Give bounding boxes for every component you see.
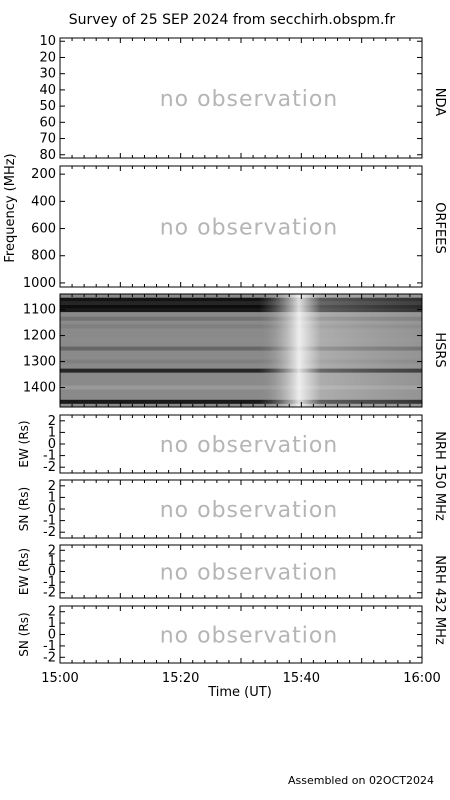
panel-ylabel: SN (Rs) bbox=[17, 612, 31, 656]
y-tick-label: 70 bbox=[39, 132, 56, 147]
y-tick-label: 1000 bbox=[23, 276, 56, 291]
y-tick-label: 10 bbox=[39, 34, 56, 49]
y-tick-label: 2 bbox=[48, 605, 56, 620]
no-observation-text: no observation bbox=[160, 498, 339, 523]
no-observation-text: no observation bbox=[160, 624, 339, 649]
y-tick-label: 80 bbox=[39, 148, 56, 163]
no-observation-text: no observation bbox=[160, 561, 339, 586]
y-tick-label: 0 bbox=[48, 628, 56, 643]
y-tick-label: -1 bbox=[43, 639, 56, 654]
x-axis: 15:00 15:20 15:40 16:00 bbox=[41, 671, 440, 686]
x-tick-label: 15:00 bbox=[41, 671, 78, 686]
ylabel-frequency: Frequency (MHz) bbox=[3, 153, 18, 262]
panel-6: 210-1-2 no observation EW (Rs) bbox=[17, 543, 423, 601]
y-tick-label: 200 bbox=[31, 167, 56, 182]
panel-4: 210-1-2 no observation EW (Rs) bbox=[17, 414, 423, 475]
right-label-orfees: ORFEES bbox=[432, 202, 447, 253]
y-tick-label: 0 bbox=[48, 502, 56, 517]
y-tick-label: -1 bbox=[43, 514, 56, 529]
y-tick-label: 800 bbox=[31, 249, 56, 264]
y-tick-label: 1 bbox=[48, 425, 56, 440]
y-tick-label: 60 bbox=[39, 115, 56, 130]
y-tick-label: 2 bbox=[48, 479, 56, 494]
right-label-hsrs: HSRS bbox=[432, 332, 447, 367]
no-observation-text: no observation bbox=[160, 433, 339, 458]
x-tick-label: 15:20 bbox=[162, 671, 199, 686]
y-tick-label: 1200 bbox=[23, 329, 56, 344]
hsrs-gap-fade bbox=[60, 294, 422, 407]
no-observation-text: no observation bbox=[160, 87, 339, 112]
chart-title: Survey of 25 SEP 2024 from secchirh.obsp… bbox=[69, 12, 396, 28]
panel-ylabel: SN (Rs) bbox=[17, 487, 31, 531]
panel-3: 1100 1200 1300 1400 bbox=[23, 293, 423, 408]
no-observation-text: no observation bbox=[160, 216, 339, 241]
y-tick-label: -1 bbox=[43, 575, 56, 590]
y-tick-label: 1100 bbox=[23, 303, 56, 318]
y-tick-label: 40 bbox=[39, 83, 56, 98]
y-tick-label: -2 bbox=[43, 525, 56, 540]
panel-5: 210-1-2 no observation SN (Rs) bbox=[17, 479, 423, 540]
y-tick-label: 0 bbox=[48, 437, 56, 452]
x-axis-label: Time (UT) bbox=[207, 685, 272, 700]
right-label-nrh432: NRH 432 MHz bbox=[432, 555, 447, 645]
y-tick-label: 400 bbox=[31, 194, 56, 209]
y-tick-label: 0 bbox=[48, 565, 56, 580]
y-tick-label: 1 bbox=[48, 616, 56, 631]
y-tick-label: 1 bbox=[48, 554, 56, 569]
y-tick-label: 50 bbox=[39, 99, 56, 114]
y-tick-label: 1300 bbox=[23, 355, 56, 370]
y-tick-label: -2 bbox=[43, 586, 56, 601]
right-label-nrh150: NRH 150 MHz bbox=[432, 431, 447, 521]
x-tick-label: 15:40 bbox=[283, 671, 320, 686]
y-tick-label: 20 bbox=[39, 50, 56, 65]
y-tick-label: 600 bbox=[31, 222, 56, 237]
footer-assembled: Assembled on 02OCT2024 bbox=[288, 774, 434, 787]
y-tick-label: 2 bbox=[48, 543, 56, 558]
y-tick-label: -2 bbox=[43, 460, 56, 475]
panel-ylabel: EW (Rs) bbox=[17, 548, 31, 595]
y-tick-label: 30 bbox=[39, 67, 56, 82]
right-label-nda: NDA bbox=[432, 88, 447, 117]
y-tick-label: 2 bbox=[48, 414, 56, 429]
y-tick-label: -2 bbox=[43, 650, 56, 665]
x-tick-label: 16:00 bbox=[403, 671, 440, 686]
panel-2: 200 400 600 800 1000 no observation bbox=[23, 165, 423, 291]
panel-ylabel: EW (Rs) bbox=[17, 420, 31, 467]
panel-7: 210-1-2 no observation SN (Rs) bbox=[17, 605, 423, 665]
y-tick-label: 1400 bbox=[23, 381, 56, 396]
y-tick-label: 1 bbox=[48, 490, 56, 505]
y-tick-label: -1 bbox=[43, 449, 56, 464]
